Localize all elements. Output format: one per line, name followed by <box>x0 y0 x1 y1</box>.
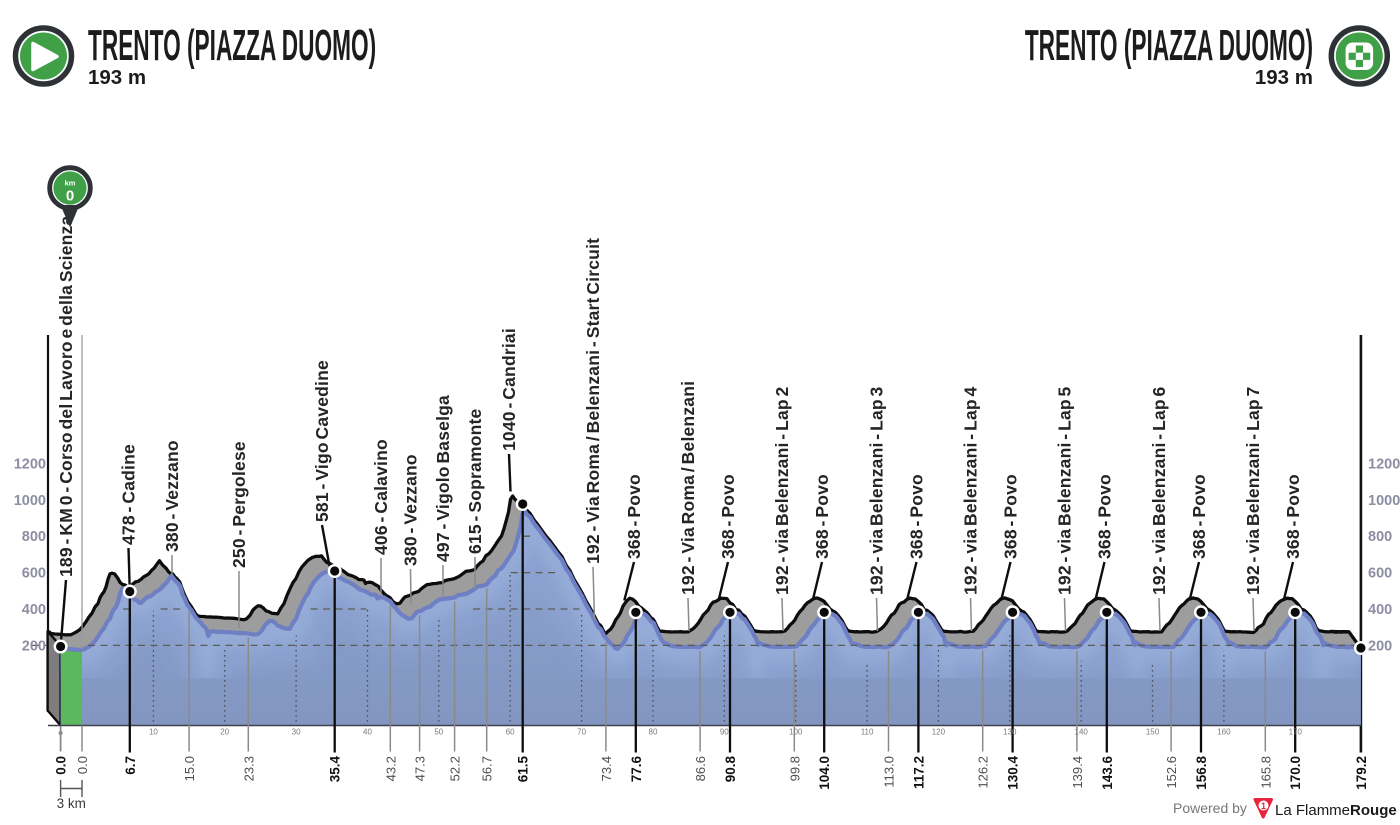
svg-text:1: 1 <box>1261 801 1266 811</box>
svg-text:400: 400 <box>1368 602 1392 618</box>
svg-text:406 - Calavino: 406 - Calavino <box>371 439 391 555</box>
svg-text:1000: 1000 <box>14 493 46 509</box>
svg-text:139.4: 139.4 <box>1070 756 1085 789</box>
svg-text:250 - Pergolese: 250 - Pergolese <box>229 441 249 568</box>
svg-text:15.0: 15.0 <box>182 756 197 781</box>
svg-text:380 - Vezzano: 380 - Vezzano <box>162 440 182 552</box>
svg-text:200: 200 <box>22 638 46 654</box>
svg-text:600: 600 <box>1368 566 1392 582</box>
svg-text:3 km: 3 km <box>57 796 86 811</box>
svg-text:TRENTO (PIAZZA DUOMO): TRENTO (PIAZZA DUOMO) <box>1025 21 1313 70</box>
svg-text:192 - via Belenzani - Lap 7: 192 - via Belenzani - Lap 7 <box>1243 387 1263 596</box>
svg-text:126.2: 126.2 <box>976 756 991 789</box>
svg-text:600: 600 <box>22 566 46 582</box>
svg-text:70: 70 <box>577 728 586 737</box>
svg-text:497 - Vigolo Baselga: 497 - Vigolo Baselga <box>433 395 453 562</box>
svg-text:99.8: 99.8 <box>787 756 802 781</box>
svg-text:113.0: 113.0 <box>882 756 897 788</box>
svg-text:192 - via Belenzani - Lap 6: 192 - via Belenzani - Lap 6 <box>1149 386 1169 595</box>
svg-text:120: 120 <box>932 728 946 737</box>
svg-text:193 m: 193 m <box>88 66 146 89</box>
svg-text:20: 20 <box>220 728 229 737</box>
svg-text:179.2: 179.2 <box>1354 756 1369 790</box>
svg-text:192 - via Belenzani - Lap 5: 192 - via Belenzani - Lap 5 <box>1055 386 1075 595</box>
svg-text:61.5: 61.5 <box>516 756 531 783</box>
svg-text:400: 400 <box>22 602 46 618</box>
svg-text:152.6: 152.6 <box>1164 756 1179 789</box>
svg-text:800: 800 <box>1368 529 1392 545</box>
svg-text:581 - Vigo Cavedine: 581 - Vigo Cavedine <box>312 360 332 522</box>
svg-text:52.2: 52.2 <box>448 756 463 781</box>
svg-text:23.3: 23.3 <box>241 756 256 781</box>
svg-text:615 - Sopramonte: 615 - Sopramonte <box>465 408 485 554</box>
svg-text:117.2: 117.2 <box>911 756 926 789</box>
svg-text:200: 200 <box>1368 638 1392 654</box>
svg-text:1200: 1200 <box>1368 456 1400 472</box>
svg-text:73.4: 73.4 <box>599 756 614 781</box>
svg-text:La FlammeRouge: La FlammeRouge <box>1275 802 1397 819</box>
svg-text:368 - Povo: 368 - Povo <box>718 474 738 559</box>
svg-text:150: 150 <box>1146 728 1160 737</box>
svg-text:368 - Povo: 368 - Povo <box>812 474 832 559</box>
svg-text:110: 110 <box>861 728 874 737</box>
svg-text:165.8: 165.8 <box>1258 756 1273 789</box>
svg-text:6.7: 6.7 <box>123 756 138 775</box>
svg-text:47.3: 47.3 <box>413 756 428 781</box>
svg-text:140: 140 <box>1075 728 1089 737</box>
svg-text:156.8: 156.8 <box>1194 756 1209 790</box>
svg-text:10: 10 <box>149 728 158 737</box>
svg-text:193 m: 193 m <box>1255 66 1313 89</box>
svg-text:30: 30 <box>292 728 301 737</box>
svg-text:35.4: 35.4 <box>328 756 343 783</box>
svg-text:368 - Povo: 368 - Povo <box>1095 474 1115 559</box>
svg-text:1000: 1000 <box>1368 493 1400 509</box>
svg-text:TRENTO (PIAZZA DUOMO): TRENTO (PIAZZA DUOMO) <box>88 21 376 70</box>
svg-text:56.7: 56.7 <box>480 756 495 781</box>
svg-text:368 - Povo: 368 - Povo <box>1001 474 1021 559</box>
svg-text:80: 80 <box>649 728 658 737</box>
svg-text:86.6: 86.6 <box>693 756 708 781</box>
svg-text:50: 50 <box>434 728 443 737</box>
svg-text:0.0: 0.0 <box>75 756 90 774</box>
svg-text:Powered by: Powered by <box>1173 800 1247 816</box>
svg-text:368 - Povo: 368 - Povo <box>624 474 644 559</box>
svg-text:170.0: 170.0 <box>1288 756 1303 790</box>
svg-text:0.0: 0.0 <box>54 756 69 775</box>
svg-text:189 - KM 0 - Corso del Lavoro: 189 - KM 0 - Corso del Lavoro e della Sc… <box>56 216 76 577</box>
svg-text:77.6: 77.6 <box>629 756 644 783</box>
svg-text:0: 0 <box>66 188 74 205</box>
svg-text:368 - Povo: 368 - Povo <box>907 474 927 559</box>
svg-text:192 - via Belenzani - Lap 3: 192 - via Belenzani - Lap 3 <box>867 386 887 595</box>
svg-text:478 - Cadine: 478 - Cadine <box>119 444 139 545</box>
svg-text:40: 40 <box>363 728 372 737</box>
svg-text:368 - Povo: 368 - Povo <box>1189 474 1209 559</box>
svg-text:130.4: 130.4 <box>1006 756 1021 790</box>
svg-text:170: 170 <box>1289 728 1303 737</box>
svg-text:1200: 1200 <box>14 456 46 472</box>
svg-text:130: 130 <box>1003 728 1017 737</box>
svg-text:160: 160 <box>1217 728 1231 737</box>
svg-text:143.6: 143.6 <box>1100 756 1115 790</box>
svg-text:km: km <box>65 179 76 188</box>
svg-text:192 - Via Roma / Belenzani - S: 192 - Via Roma / Belenzani - Start Circu… <box>583 238 603 564</box>
svg-text:192 - via Belenzani - Lap 4: 192 - via Belenzani - Lap 4 <box>961 386 981 595</box>
svg-text:380 - Vezzano: 380 - Vezzano <box>401 454 421 566</box>
svg-text:90: 90 <box>720 728 729 737</box>
svg-text:192 - Via Roma / Belenzani: 192 - Via Roma / Belenzani <box>678 381 698 595</box>
svg-text:1040 - Candriai: 1040 - Candriai <box>499 328 519 451</box>
svg-text:104.0: 104.0 <box>817 756 832 790</box>
svg-text:800: 800 <box>22 529 46 545</box>
svg-text:100: 100 <box>789 728 803 737</box>
svg-text:90.8: 90.8 <box>723 756 738 783</box>
svg-text:368 - Povo: 368 - Povo <box>1283 474 1303 559</box>
svg-text:43.2: 43.2 <box>383 756 398 781</box>
svg-text:192 - via Belenzani - Lap 2: 192 - via Belenzani - Lap 2 <box>772 386 792 595</box>
svg-text:60: 60 <box>506 728 515 737</box>
